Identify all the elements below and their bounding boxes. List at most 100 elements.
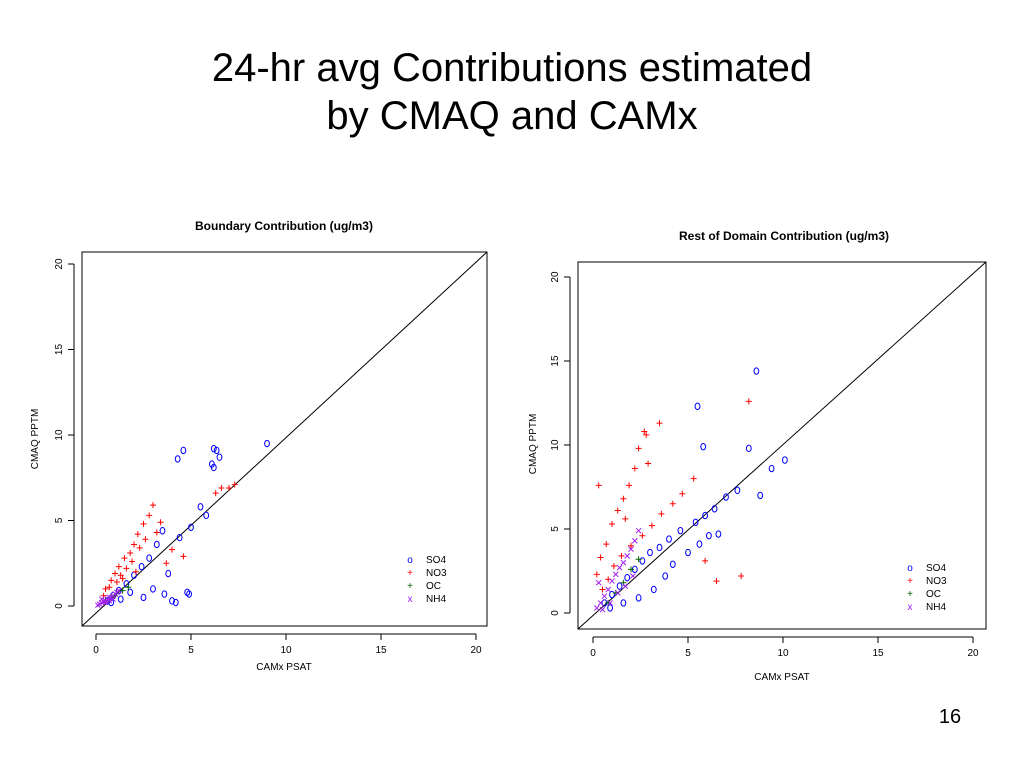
nh4-point <box>614 589 621 596</box>
legend-marker-nh4: x <box>908 602 913 613</box>
no3-point <box>142 536 149 543</box>
no3-point <box>643 431 650 438</box>
no3-point <box>738 573 745 580</box>
no3-point <box>641 428 648 435</box>
no3-point <box>618 552 625 559</box>
no3-point <box>656 420 663 427</box>
nh4-point <box>106 598 113 604</box>
nh4-point <box>605 586 612 593</box>
y-axis: 0 5 10 15 20 <box>54 258 75 609</box>
so4-point <box>150 585 156 593</box>
no3-point <box>614 507 621 514</box>
y-tick-label: 0 <box>54 603 65 609</box>
no3-point <box>146 512 153 519</box>
no3-point <box>169 546 175 553</box>
legend: o SO4 + NO3 + OC x NH4 <box>907 563 947 613</box>
nh4-point <box>595 579 602 586</box>
plot-frame <box>81 251 488 627</box>
so4-point <box>210 463 217 472</box>
so4-point <box>616 582 623 590</box>
oc-point <box>125 584 132 591</box>
so4-point <box>180 446 187 455</box>
so4-point <box>723 493 729 501</box>
no3-point <box>119 575 126 582</box>
no3-point <box>603 541 610 548</box>
legend: o SO4 + NO3 + OC x NH4 <box>407 555 447 605</box>
chart-title: Boundary Contribution (ug/m3) <box>195 219 373 233</box>
so4-point <box>694 402 701 411</box>
x-tick-label: 20 <box>470 645 482 656</box>
no3-point <box>163 560 170 567</box>
so4-point <box>159 527 166 535</box>
no3-point <box>669 500 676 507</box>
nh4-point <box>622 583 629 589</box>
so4-point <box>685 548 691 557</box>
slide-title: 24-hr avg Contributions estimated by CMA… <box>0 44 1024 140</box>
so4-point <box>639 557 646 565</box>
y-tick-label: 15 <box>550 355 561 367</box>
so4-point <box>186 590 193 598</box>
slide-number: 16 <box>938 706 962 728</box>
nh4-point <box>620 559 627 566</box>
so4-point <box>169 597 175 605</box>
no3-point <box>599 586 606 593</box>
no3-point <box>679 490 686 497</box>
no3-point <box>648 522 655 529</box>
y-tick-label: 0 <box>550 610 561 616</box>
no3-point <box>102 585 109 592</box>
so4-point <box>692 518 699 526</box>
no3-point <box>112 570 118 577</box>
so4-point <box>696 540 703 548</box>
legend-marker-oc: + <box>907 589 913 600</box>
so4-point <box>609 590 615 599</box>
no3-point <box>609 520 615 527</box>
so4-point <box>210 444 217 453</box>
legend-label-oc: OC <box>926 589 941 600</box>
x-tick-label: 5 <box>188 645 194 656</box>
nh4-point <box>609 578 615 584</box>
legend-marker-so4: o <box>907 563 913 574</box>
y-tick-label: 10 <box>54 429 65 441</box>
no3-point <box>117 572 124 579</box>
legend-label-no3: NO3 <box>426 568 447 579</box>
y-axis: 0 5 10 15 20 <box>550 271 571 616</box>
nh4-point <box>624 553 631 559</box>
no3-point <box>136 544 143 551</box>
y-tick-label: 5 <box>550 526 561 532</box>
no3-point <box>123 565 130 572</box>
no3-point <box>121 555 128 562</box>
legend-label-nh4: NH4 <box>926 602 946 613</box>
no3-point <box>635 445 642 452</box>
no3-point <box>593 571 600 578</box>
so4-point <box>203 511 210 520</box>
y-tick-label: 20 <box>54 258 65 270</box>
x-tick-label: 0 <box>590 648 596 659</box>
no3-point <box>745 398 752 405</box>
no3-point <box>218 485 225 492</box>
so4-point <box>117 595 124 603</box>
so4-point <box>768 464 775 473</box>
nh4-point <box>630 573 636 579</box>
so4-point <box>650 585 657 594</box>
so4-point <box>127 588 134 597</box>
no3-point <box>639 532 646 539</box>
y-tick-label: 5 <box>54 517 65 523</box>
no3-point <box>610 562 617 569</box>
so4-point <box>174 455 181 463</box>
one-to-one-line <box>577 261 987 630</box>
legend-label-nh4: NH4 <box>426 594 446 605</box>
nh4-point <box>599 606 606 613</box>
nh4-point <box>102 599 109 606</box>
nh4-point <box>115 587 122 594</box>
so4-point <box>172 598 179 607</box>
legend-label-no3: NO3 <box>926 576 947 587</box>
so4-point <box>734 486 741 495</box>
x-axis: 0 5 10 15 20 <box>590 636 979 659</box>
so4-point <box>161 590 168 598</box>
nh4-point <box>597 600 604 606</box>
so4-point <box>213 446 220 455</box>
no3-point <box>645 460 652 467</box>
x-tick-label: 0 <box>93 645 99 656</box>
rest-of-domain-contribution-chart: Rest of Domain Contribution (ug/m3) 0 5 10… <box>528 229 987 683</box>
slide-title-line-2: by CMAQ and CAMx <box>326 94 698 138</box>
